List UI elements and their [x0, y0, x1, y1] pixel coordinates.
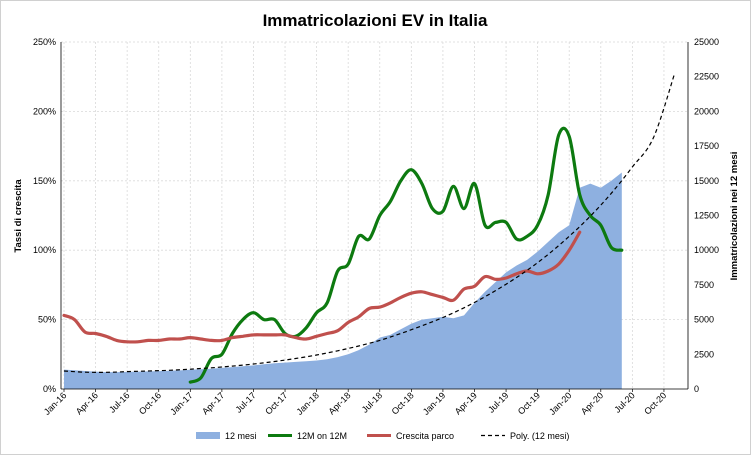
y-tick-label: 0%: [43, 384, 56, 394]
legend-label-12-mesi: 12 mesi: [225, 431, 257, 441]
y2-tick-label: 22500: [694, 72, 719, 82]
series-line-12m-on-12m: [188, 126, 624, 384]
legend: 12 mesi 12M on 12M Crescita parco Poly. (12…: [196, 431, 569, 441]
legend-label-12m-on-12m: 12M on 12M: [297, 431, 347, 441]
series-line-crescita-parco: [62, 230, 582, 344]
series-layer: [62, 73, 676, 389]
legend-label-poly-12-mesi: Poly. (12 mesi): [510, 431, 569, 441]
y2-tick-label: 20000: [694, 106, 719, 116]
y-tick-label: 50%: [38, 315, 56, 325]
chart-title: Immatricolazioni EV in Italia: [263, 11, 488, 30]
axes-layer: [60, 42, 689, 390]
series-line-poly-12-mesi: [63, 73, 676, 373]
legend-swatch-12-mesi: [196, 432, 220, 439]
y2-tick-label: 25000: [694, 37, 719, 47]
y2-tick-label: 17500: [694, 141, 719, 151]
y2-tick-label: 7500: [694, 280, 714, 290]
legend-label-crescita-parco: Crescita parco: [396, 431, 454, 441]
y2-tick-label: 0: [694, 384, 699, 394]
y2-tick-label: 15000: [694, 176, 719, 186]
series-area-12-mesi: [64, 172, 622, 389]
y2-tick-label: 5000: [694, 315, 714, 325]
y-axis-title: Tassi di crescita: [13, 179, 24, 253]
y2-tick-label: 12500: [694, 211, 719, 221]
y2-tick-label: 10000: [694, 245, 719, 255]
y2-axis-title: Immatricolazioni nei 12 mesi: [729, 152, 740, 281]
y-tick-label: 150%: [33, 176, 56, 186]
y-tick-label: 250%: [33, 37, 56, 47]
y-tick-label: 100%: [33, 245, 56, 255]
y2-tick-label: 2500: [694, 349, 714, 359]
y-tick-label: 200%: [33, 106, 56, 116]
